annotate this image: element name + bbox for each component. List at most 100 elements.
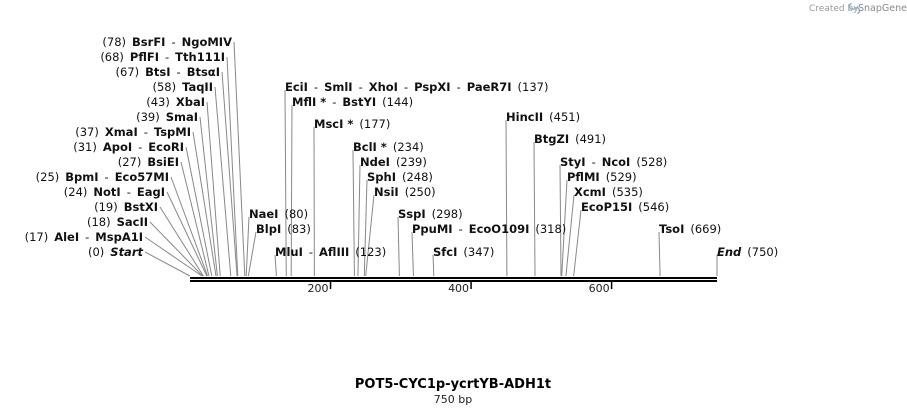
enzyme-name: ApoI <box>103 140 132 154</box>
enzyme-name: Eco57MI <box>115 170 169 184</box>
site-position: (535) <box>612 185 643 199</box>
enzyme-name: NcoI <box>602 155 631 169</box>
leader-line-bstxi <box>159 206 204 277</box>
site-position: (31) <box>73 140 97 154</box>
leader-line-tsoi <box>658 231 661 277</box>
leader-lines <box>144 41 718 277</box>
enzyme-name: SmlI <box>324 80 353 94</box>
leader-line-bsiei <box>180 161 210 277</box>
leader-line-btgzi <box>533 141 536 277</box>
enzyme-label-apoi: (31) ApoI - EcoRI <box>73 140 184 154</box>
enzyme-name: PflFI <box>130 50 159 64</box>
enzyme-name: BsrFI <box>132 35 165 49</box>
site-position: - <box>85 230 89 244</box>
map-title: POT5-CYC1p-ycrtYB-ADH1t <box>355 377 551 392</box>
enzyme-name: BclI * <box>353 140 387 154</box>
leader-line-bcli <box>352 149 355 277</box>
leader-line-mfli <box>290 104 293 277</box>
ruler-tick-label: 400 <box>448 282 469 295</box>
enzyme-label-taqii: (58) TaqII <box>152 80 213 94</box>
map-length: 750 bp <box>434 393 472 406</box>
enzyme-name: NaeI <box>249 207 278 221</box>
enzyme-name: TsoI <box>659 222 684 236</box>
enzyme-name: EcoP15I <box>581 200 632 214</box>
leader-line-pflfi <box>226 56 239 277</box>
enzyme-name: Start <box>110 245 143 259</box>
site-position: - <box>177 65 181 79</box>
leader-line-blpi <box>247 231 257 277</box>
enzyme-name: BstYI <box>342 95 376 109</box>
site-position: - <box>165 50 169 64</box>
site-position: (18) <box>87 215 111 229</box>
enzyme-name: SacII <box>117 215 148 229</box>
leader-line-start <box>144 251 191 277</box>
enzyme-name: MluI <box>275 245 303 259</box>
leader-line-ppumi <box>411 231 414 277</box>
leader-line-smai <box>199 116 218 277</box>
enzyme-name: Tth111I <box>175 50 225 64</box>
enzyme-label-pflfi: (68) PflFI - Tth111I <box>100 50 225 64</box>
enzyme-label-naei: NaeI (80) <box>249 207 308 221</box>
leader-line-apoi <box>185 146 213 277</box>
site-position: (80) <box>284 207 308 221</box>
enzyme-name: BstXI <box>124 200 158 214</box>
site-position: (234) <box>393 140 424 154</box>
site-position: (123) <box>355 245 386 259</box>
enzyme-name: BlpI <box>256 222 281 236</box>
enzyme-name: SspI <box>398 207 426 221</box>
enzyme-label-sacii: (18) SacII <box>87 215 148 229</box>
ruler-tick-label: 200 <box>308 282 329 295</box>
leader-line-xmai <box>192 131 217 277</box>
enzyme-label-btsi: (67) BtsI - BtsαI <box>116 65 220 79</box>
site-position: (248) <box>402 170 433 184</box>
leader-line-taqii <box>214 86 232 277</box>
enzyme-label-ecop15i: EcoP15I (546) <box>581 200 669 214</box>
enzyme-name: XhoI <box>369 80 398 94</box>
site-position: - <box>309 245 313 259</box>
enzyme-label-end: End (750) <box>717 245 778 259</box>
enzyme-name: TspMI <box>154 125 191 139</box>
enzyme-name: SphI <box>367 170 396 184</box>
enzyme-name: BpmI <box>65 170 98 184</box>
enzyme-name: EcoRI <box>148 140 184 154</box>
enzyme-name: SfcI <box>433 245 457 259</box>
enzyme-label-sspi: SspI (298) <box>398 207 463 221</box>
enzyme-label-alei: (17) AleI - MspA1I <box>25 230 143 244</box>
site-position: (68) <box>100 50 124 64</box>
site-position: (83) <box>287 222 311 236</box>
enzyme-name: PflMI <box>567 170 600 184</box>
enzyme-name: XmaI <box>105 125 138 139</box>
site-position: - <box>144 125 148 139</box>
enzyme-label-ppumi: PpuMI - EcoO109I (318) <box>412 222 566 236</box>
enzyme-name: NsiI <box>374 185 399 199</box>
site-position: (451) <box>549 110 580 124</box>
enzyme-label-bcli: BclI * (234) <box>353 140 424 154</box>
site-position: (750) <box>747 245 778 259</box>
site-position: (177) <box>359 117 390 131</box>
site-position: (529) <box>606 170 637 184</box>
brand-name: SnapGene <box>858 3 907 14</box>
enzyme-name: EcoO109I <box>469 222 530 236</box>
enzyme-label-bsiei: (27) BsiEI <box>118 155 179 169</box>
ruler: 200 400 600 <box>308 281 613 295</box>
enzyme-name: PpuMI <box>412 222 453 236</box>
enzyme-label-btgzi: BtgZI (491) <box>534 132 606 146</box>
enzyme-name: SmaI <box>166 110 198 124</box>
leader-line-xbai <box>206 101 221 277</box>
leader-line-noti <box>166 191 208 277</box>
enzyme-name: PaeR7I <box>467 80 512 94</box>
enzyme-name: XcmI <box>574 185 606 199</box>
enzyme-label-pflmi: PflMI (529) <box>567 170 637 184</box>
enzyme-label-hincii: HincII (451) <box>506 110 580 124</box>
site-position: - <box>404 80 408 94</box>
site-position: (669) <box>690 222 721 236</box>
leader-line-sacii <box>149 221 204 277</box>
enzyme-name: EciI <box>285 80 308 94</box>
site-position: - <box>138 140 142 154</box>
leader-line-styi <box>559 164 562 277</box>
site-position: (43) <box>146 95 170 109</box>
enzyme-label-blpi: BlpI (83) <box>256 222 311 236</box>
site-position: (318) <box>535 222 566 236</box>
leader-line-pflmi <box>561 179 568 277</box>
